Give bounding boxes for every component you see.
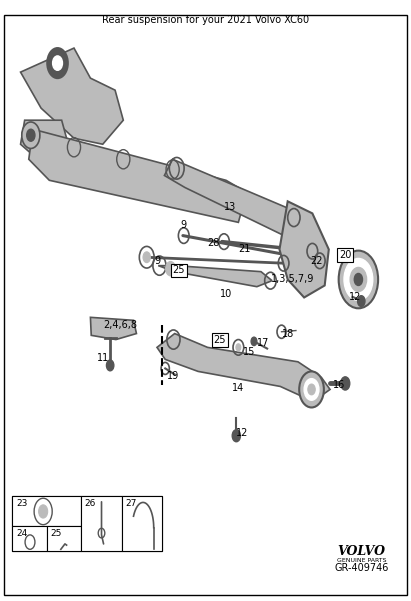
Text: 18: 18 (282, 329, 294, 338)
Text: 9: 9 (154, 257, 160, 266)
Polygon shape (279, 201, 329, 297)
Text: 20: 20 (339, 251, 351, 260)
Text: 25: 25 (50, 529, 62, 538)
Circle shape (304, 379, 319, 400)
Text: 17: 17 (257, 338, 269, 347)
Circle shape (350, 267, 367, 291)
Circle shape (47, 48, 68, 78)
FancyBboxPatch shape (12, 526, 47, 551)
Circle shape (27, 129, 35, 141)
Text: 12: 12 (236, 428, 249, 438)
Circle shape (299, 371, 324, 407)
Text: 22: 22 (310, 257, 323, 266)
Polygon shape (21, 48, 123, 144)
Circle shape (251, 337, 257, 346)
Circle shape (308, 384, 315, 395)
Circle shape (236, 344, 241, 351)
Text: GR-409746: GR-409746 (335, 563, 389, 573)
Circle shape (106, 360, 114, 371)
Circle shape (341, 377, 350, 390)
Circle shape (166, 261, 175, 276)
Text: 11: 11 (97, 353, 109, 362)
Text: 15: 15 (242, 347, 255, 356)
Polygon shape (90, 317, 136, 340)
FancyBboxPatch shape (12, 496, 81, 526)
FancyBboxPatch shape (81, 496, 122, 551)
Circle shape (339, 251, 378, 308)
Text: 28: 28 (208, 239, 220, 248)
Circle shape (22, 122, 40, 148)
Text: 13: 13 (224, 203, 236, 212)
Circle shape (143, 252, 150, 263)
Text: 1,3,5,7,9: 1,3,5,7,9 (271, 275, 315, 284)
Polygon shape (158, 266, 272, 287)
Circle shape (358, 296, 365, 307)
Polygon shape (29, 129, 247, 222)
Text: 9: 9 (181, 221, 187, 230)
Circle shape (344, 258, 373, 300)
Text: GENUINE PARTS: GENUINE PARTS (337, 558, 386, 563)
Text: 27: 27 (125, 499, 136, 508)
Text: 14: 14 (232, 383, 245, 392)
FancyBboxPatch shape (122, 496, 162, 551)
Text: Rear suspension for your 2021 Volvo XC60: Rear suspension for your 2021 Volvo XC60 (102, 15, 309, 25)
Circle shape (354, 273, 363, 285)
Text: 2,4,6,8: 2,4,6,8 (103, 320, 137, 329)
Circle shape (232, 430, 240, 442)
Text: 24: 24 (16, 529, 28, 538)
Circle shape (53, 56, 62, 70)
Circle shape (39, 505, 48, 518)
Text: 16: 16 (333, 380, 345, 389)
Text: 10: 10 (220, 290, 232, 299)
FancyBboxPatch shape (47, 526, 81, 551)
Text: 26: 26 (85, 499, 96, 508)
Text: VOLVO: VOLVO (338, 545, 386, 558)
Text: 23: 23 (16, 499, 28, 508)
FancyBboxPatch shape (12, 496, 162, 551)
Polygon shape (157, 334, 330, 401)
Polygon shape (21, 120, 70, 162)
Text: 19: 19 (166, 371, 179, 380)
Polygon shape (164, 159, 304, 237)
Text: 25: 25 (214, 335, 226, 344)
Text: 12: 12 (349, 293, 362, 302)
Text: 25: 25 (173, 266, 185, 275)
Text: 21: 21 (238, 245, 251, 254)
